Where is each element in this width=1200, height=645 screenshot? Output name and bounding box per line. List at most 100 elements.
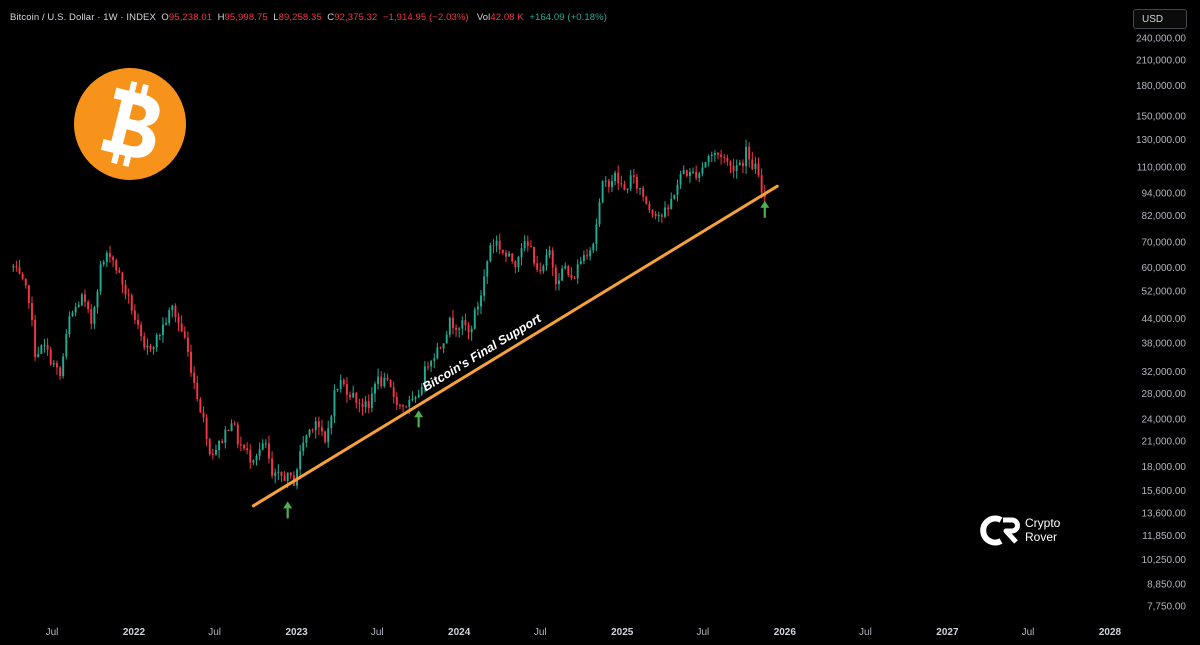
candle-body	[108, 252, 111, 257]
candle-body	[302, 442, 305, 452]
candle-body	[102, 262, 105, 265]
candle-body	[642, 188, 645, 197]
candle-body	[59, 367, 62, 376]
candle-body	[611, 181, 613, 188]
crypto-rover-logo-icon	[980, 515, 1020, 546]
currency-button[interactable]: USD	[1133, 9, 1187, 29]
low-value: 89,258.35	[278, 12, 322, 23]
candle-body	[545, 254, 548, 266]
candle-body	[115, 260, 118, 271]
candle-body	[651, 209, 654, 214]
candle-body	[670, 198, 673, 210]
candle-body	[12, 266, 15, 268]
candle-body	[87, 301, 90, 310]
candle-body	[386, 377, 389, 380]
bitcoin-logo-icon	[74, 68, 186, 180]
candle-body	[280, 471, 283, 476]
candle-body	[202, 412, 205, 418]
candle-body	[183, 331, 186, 338]
candle-body	[511, 253, 514, 262]
price-tick-label: 15,600.00	[1142, 486, 1187, 497]
candle-body	[741, 162, 744, 167]
candle-body	[27, 285, 30, 304]
candle-body	[576, 264, 579, 279]
candle-body	[402, 405, 405, 407]
time-tick-label: 2023	[285, 627, 308, 638]
candle-body	[536, 263, 539, 270]
brand-line-1: Crypto	[1025, 516, 1061, 530]
candle-body	[423, 366, 426, 387]
candle-body	[607, 180, 610, 188]
support-trendline[interactable]	[251, 184, 779, 508]
price-tick-label: 32,000.00	[1142, 367, 1187, 378]
candle-body	[208, 439, 211, 454]
candle-body	[480, 295, 482, 307]
candle-body	[358, 402, 361, 404]
candle-body	[548, 250, 551, 255]
candle-body	[383, 377, 386, 387]
candle-body	[757, 163, 760, 176]
candle-body	[710, 154, 713, 156]
candle-body	[71, 312, 74, 317]
candle-body	[196, 382, 199, 399]
close-label: C	[327, 12, 335, 23]
candle-body	[90, 309, 93, 324]
candle-body	[330, 416, 333, 429]
candle-body	[427, 366, 429, 368]
candle-body	[483, 276, 486, 296]
candle-body	[224, 429, 227, 443]
symbol-name[interactable]: Bitcoin / U.S. Dollar · 1W · INDEX	[10, 12, 156, 23]
candle-body	[52, 363, 55, 365]
time-tick-label: Jul	[208, 627, 221, 638]
candle-body	[620, 183, 623, 185]
time-tick-label: Jul	[534, 627, 547, 638]
candle-body	[688, 171, 691, 177]
candle-body	[380, 376, 383, 387]
price-tick-label: 94,000.00	[1142, 189, 1187, 200]
candle-body	[698, 173, 701, 178]
candle-body	[664, 207, 666, 217]
candle-body	[62, 356, 65, 376]
price-tick-label: 8,850.00	[1147, 580, 1186, 591]
candle-body	[165, 323, 168, 325]
candle-body	[564, 266, 567, 269]
candle-body	[645, 196, 648, 205]
candle-body	[726, 158, 729, 162]
volume-value: 42.08 K	[490, 12, 524, 23]
candle-body	[579, 261, 582, 265]
volume-label: Vol	[476, 12, 491, 23]
candle-body	[18, 267, 21, 274]
low-label: L	[273, 12, 279, 23]
candle-body	[152, 347, 155, 350]
candle-body	[682, 170, 685, 174]
price-axis[interactable]: 240,000.00 210,000.00 180,000.00 150,000.00…	[1136, 34, 1186, 613]
candle-body	[246, 448, 249, 451]
candle-body	[324, 431, 327, 443]
candle-body	[99, 264, 102, 292]
candle-body	[489, 245, 492, 262]
candle-body	[598, 202, 601, 225]
price-tick-label: 110,000.00	[1137, 163, 1187, 174]
candle-body	[504, 252, 507, 257]
candle-body	[180, 323, 183, 332]
candle-body	[614, 172, 617, 182]
candle-body	[55, 363, 58, 368]
candle-body	[439, 347, 442, 349]
price-tick-label: 44,000.00	[1142, 314, 1187, 325]
candle-body	[214, 450, 217, 455]
candle-body	[311, 429, 314, 431]
candle-body	[458, 328, 461, 330]
candle-body	[417, 394, 420, 398]
support-line-label: Bitcoin's Final Support	[420, 311, 544, 394]
candle-body	[586, 255, 588, 257]
candle-body	[124, 284, 127, 295]
candle-body	[395, 396, 398, 405]
candle-body	[754, 163, 757, 170]
candle-body	[205, 417, 208, 440]
candle-body	[15, 266, 18, 268]
time-axis[interactable]: Jul 2022 Jul 2023 Jul 2024 Jul 2025 Jul 2026 Jul 20…	[46, 627, 1122, 638]
support-line-group: Bitcoin's Final Support	[251, 184, 779, 508]
candle-body	[364, 401, 367, 408]
candle-body	[729, 161, 732, 166]
